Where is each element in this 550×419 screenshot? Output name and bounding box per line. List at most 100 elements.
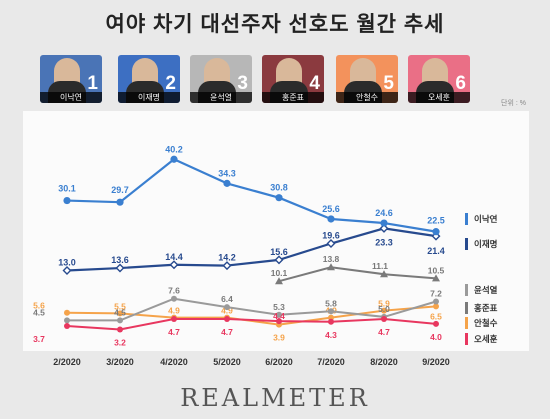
candidate-card: 4 홍준표 [262,55,324,103]
data-point [433,298,439,305]
data-label: 3.7 [33,334,45,344]
candidate-cards: 1 이낙연 2 이재명 3 윤석열 4 홍준표 5 안철수 6 오세훈 [0,55,550,105]
legend-swatch [465,213,468,225]
data-point [223,179,231,187]
candidate-rank: 3 [237,73,248,94]
data-point [328,308,334,315]
x-tick-label: 4/2020 [160,357,188,367]
legend-swatch [465,238,468,250]
data-point [64,323,70,329]
data-point [276,318,282,325]
data-point [275,277,283,285]
data-point [64,309,70,316]
data-label: 15.6 [270,247,288,257]
x-tick-label: 7/2020 [317,357,345,367]
data-label: 10.1 [271,268,288,278]
candidate-name: 안철수 [336,92,398,103]
chart-title: 여야 차기 대선주자 선호도 월간 추세 [105,13,445,36]
data-label: 25.6 [322,204,340,214]
data-label: 7.6 [168,286,180,296]
data-label: 4.7 [168,327,180,337]
data-point [274,255,284,265]
candidate-card: 1 이낙연 [40,55,102,103]
data-point [169,260,179,270]
series-line [66,158,437,233]
data-label: 3.9 [273,333,285,343]
data-point [379,223,389,233]
data-label: 30.1 [58,184,76,194]
data-label: 4.4 [273,311,285,321]
data-label: 13.0 [58,258,76,268]
candidate-rank: 2 [165,73,176,94]
data-point [381,316,387,322]
data-point [433,320,439,327]
x-tick-label: 3/2020 [106,357,134,367]
realmeter-logo: REALMETER [180,384,370,412]
data-point [62,266,72,275]
data-label: 13.8 [323,254,340,264]
legend-label: 이낙연 [474,214,498,224]
data-point [224,304,230,311]
data-point [381,307,387,314]
data-point [224,316,230,322]
candidate-card: 3 윤석열 [190,55,252,103]
data-label: 29.7 [111,185,129,195]
data-label: 14.2 [218,253,236,263]
x-tick-label: 5/2020 [213,357,241,367]
legend-label: 오세훈 [474,334,498,344]
data-point [327,215,335,223]
series-line [66,305,437,326]
candidate-card: 2 이재명 [118,55,180,103]
data-point [380,270,388,278]
data-label: 6.4 [221,294,233,304]
data-label: 5.8 [325,298,337,308]
candidate-name: 오세훈 [408,92,470,103]
data-point [432,274,440,282]
data-point [63,196,71,205]
data-point [326,239,336,248]
data-point [275,194,283,202]
legend-label: 홍준표 [474,303,498,313]
data-point [117,317,123,324]
data-label: 34.3 [218,168,236,178]
x-tick-label: 9/2020 [422,357,450,367]
data-label: 6.5 [430,311,442,321]
data-point [64,317,70,324]
candidate-card: 5 안철수 [336,55,398,103]
data-label: 10.5 [428,265,445,275]
data-label: 4.7 [378,327,390,337]
data-label: 4.7 [221,327,233,337]
data-label: 5.0 [378,304,390,314]
legend-swatch [465,302,468,314]
candidate-rank: 6 [455,73,466,94]
data-point [328,314,334,321]
data-label: 4.9 [168,306,180,316]
legend-swatch [465,333,468,345]
series-line [67,297,437,322]
candidate-name: 이재명 [118,92,180,103]
data-point [222,261,232,271]
data-point [117,326,123,333]
data-label: 13.6 [111,255,129,265]
data-point [115,263,125,273]
candidate-name: 윤석열 [190,92,252,103]
data-label: 23.3 [375,237,393,247]
x-tick-label: 2/2020 [53,357,81,367]
legend-label: 이재명 [474,239,497,249]
legend-label: 윤석열 [474,285,498,295]
data-label: 11.1 [372,261,388,271]
data-label: 5.9 [378,299,390,309]
data-point [328,318,334,325]
data-label: 14.4 [165,252,183,262]
candidate-card: 6 오세훈 [408,55,470,103]
data-point [171,316,177,322]
data-point [276,311,282,318]
data-label: 5.5 [114,301,126,311]
data-label: 24.6 [375,208,393,218]
data-label: 19.6 [322,231,340,241]
data-label: 4.0 [430,332,442,342]
data-label: 7.2 [430,289,442,299]
data-label: 4.5 [33,307,45,317]
data-label: 4.9 [221,306,233,316]
